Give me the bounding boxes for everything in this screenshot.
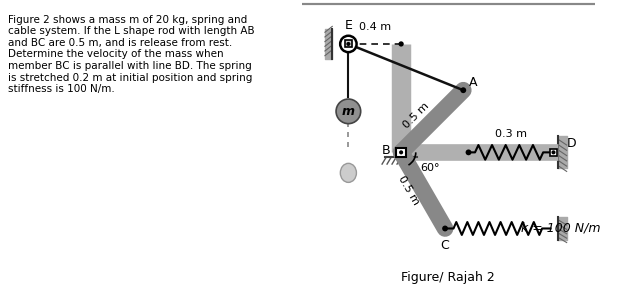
Circle shape bbox=[336, 99, 361, 124]
Circle shape bbox=[552, 150, 556, 154]
Circle shape bbox=[340, 36, 356, 52]
Bar bbox=[345, 40, 352, 47]
Text: 0.3 m: 0.3 m bbox=[495, 129, 527, 139]
Bar bbox=[550, 149, 557, 156]
Text: Figure 2 shows a mass m of 20 kg, spring and
cable system. If the L shape rod wi: Figure 2 shows a mass m of 20 kg, spring… bbox=[8, 15, 255, 94]
Text: 0.5 m: 0.5 m bbox=[396, 174, 420, 207]
Text: E: E bbox=[344, 19, 352, 32]
Text: B: B bbox=[381, 144, 390, 157]
Circle shape bbox=[399, 150, 403, 154]
Text: 60°: 60° bbox=[420, 163, 440, 173]
Text: Figure/ Rajah 2: Figure/ Rajah 2 bbox=[401, 271, 495, 284]
Text: 0.4 m: 0.4 m bbox=[358, 22, 391, 32]
Text: D: D bbox=[566, 137, 576, 150]
Circle shape bbox=[465, 149, 472, 155]
Bar bbox=[396, 148, 406, 157]
Ellipse shape bbox=[340, 163, 356, 182]
Circle shape bbox=[442, 226, 448, 231]
Circle shape bbox=[399, 41, 404, 47]
Text: 0.5 m: 0.5 m bbox=[401, 101, 431, 131]
Text: A: A bbox=[469, 76, 477, 89]
Text: m: m bbox=[342, 105, 355, 118]
Text: C: C bbox=[441, 239, 449, 252]
Circle shape bbox=[346, 42, 351, 46]
Text: k = 100 N/m: k = 100 N/m bbox=[521, 222, 601, 235]
Circle shape bbox=[460, 87, 466, 93]
